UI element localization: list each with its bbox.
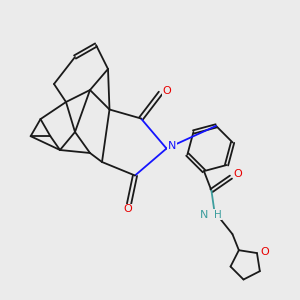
Text: N: N bbox=[168, 140, 176, 151]
Text: H: H bbox=[214, 210, 221, 220]
Text: O: O bbox=[260, 247, 269, 256]
Text: N: N bbox=[200, 210, 208, 220]
Text: O: O bbox=[123, 204, 132, 214]
Text: O: O bbox=[162, 86, 171, 97]
Text: O: O bbox=[233, 169, 242, 179]
